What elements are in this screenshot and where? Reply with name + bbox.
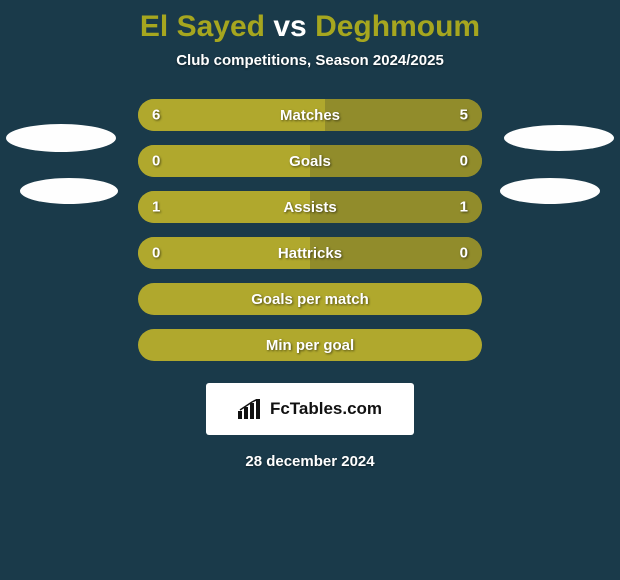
vs-text: vs (273, 10, 306, 43)
stat-label: Assists (283, 199, 336, 216)
stat-label: Hattricks (278, 245, 342, 262)
stat-row: Goals per match (138, 283, 482, 315)
stat-row: 0 0 Hattricks (138, 237, 482, 269)
stat-value-right: 1 (460, 199, 468, 216)
stat-value-left: 0 (152, 245, 160, 262)
decorative-ellipse (504, 125, 614, 151)
stat-label: Min per goal (266, 337, 354, 354)
player1-name: El Sayed (140, 10, 265, 43)
subtitle: Club competitions, Season 2024/2025 (0, 52, 620, 69)
stat-label: Goals per match (251, 291, 369, 308)
stat-row: 1 1 Assists (138, 191, 482, 223)
stat-label: Matches (280, 107, 340, 124)
stat-row: 6 5 Matches (138, 99, 482, 131)
stat-fill-right (325, 99, 482, 131)
decorative-ellipse (6, 124, 116, 152)
comparison-rows: 6 5 Matches 0 0 Goals 1 1 Assists 0 0 Hattricks Goal… (138, 99, 482, 361)
decorative-ellipse (500, 178, 600, 204)
date-text: 28 december 2024 (0, 453, 620, 470)
branding-badge: FcTables.com (206, 383, 414, 435)
stat-fill-right (310, 145, 482, 177)
stat-value-right: 5 (460, 107, 468, 124)
stat-row: Min per goal (138, 329, 482, 361)
stat-value-left: 6 (152, 107, 160, 124)
stat-value-left: 1 (152, 199, 160, 216)
chart-icon (238, 399, 264, 419)
stat-fill-left (138, 145, 310, 177)
stat-value-right: 0 (460, 153, 468, 170)
branding-text: FcTables.com (270, 399, 382, 419)
stat-value-left: 0 (152, 153, 160, 170)
stat-value-right: 0 (460, 245, 468, 262)
stat-label: Goals (289, 153, 331, 170)
stat-row: 0 0 Goals (138, 145, 482, 177)
decorative-ellipse (20, 178, 118, 204)
page-title: El Sayed vs Deghmoum (0, 0, 620, 52)
player2-name: Deghmoum (315, 10, 480, 43)
